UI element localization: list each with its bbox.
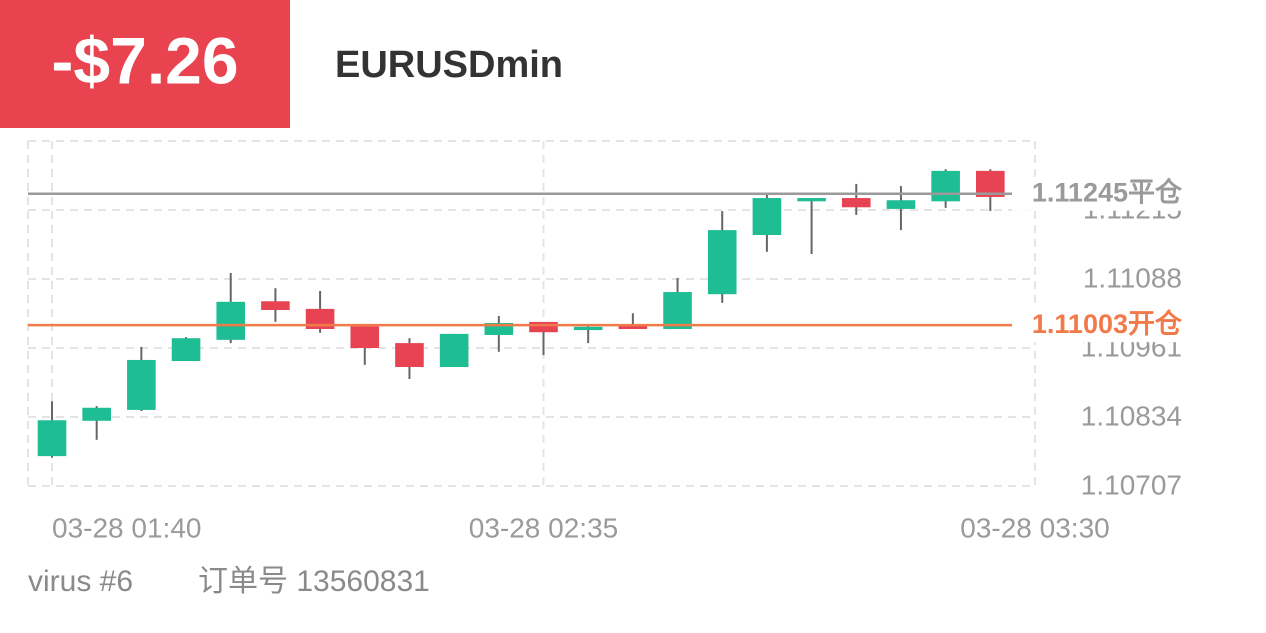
- price-label-text: 平仓: [1128, 178, 1183, 208]
- x-tick-label: 03-28 02:35: [469, 512, 618, 543]
- candle-body: [127, 359, 156, 410]
- candle-body: [797, 198, 826, 202]
- y-tick-label: 1.11088: [1083, 262, 1182, 293]
- candle-body: [931, 170, 960, 202]
- candle-body: [752, 198, 782, 235]
- candle-body: [350, 326, 380, 348]
- price-label-text: 开仓: [1128, 309, 1183, 339]
- candle-body: [82, 407, 111, 421]
- price-label-bg: [1012, 308, 1184, 343]
- account: virus #6: [28, 565, 133, 598]
- order-number: 订单号 13560831: [198, 565, 430, 598]
- y-tick-label: 1.10707: [1081, 469, 1182, 500]
- x-tick-label: 03-28 01:40: [52, 512, 201, 543]
- candle-body: [841, 198, 871, 208]
- price-label: 1.11245平仓: [1032, 178, 1183, 208]
- candle-body: [707, 230, 737, 295]
- candle-body: [395, 343, 424, 368]
- candle-body: [529, 321, 558, 333]
- candle-body: [216, 301, 246, 340]
- candle-body: [663, 292, 692, 329]
- pnl: -$7.26: [51, 23, 238, 97]
- candle-body: [37, 420, 67, 457]
- price-label-bg: [1012, 176, 1184, 211]
- candle-body: [886, 200, 916, 209]
- pnl-badge: [0, 0, 290, 128]
- price-value: 1.11245: [1032, 178, 1128, 208]
- candle-body: [618, 325, 648, 329]
- candle-body: [573, 326, 603, 331]
- price-value: 1.11003: [1032, 309, 1128, 339]
- candle-body: [171, 338, 201, 362]
- price-label: 1.11003开仓: [1032, 309, 1183, 339]
- candle-body: [439, 333, 469, 368]
- candle-body: [261, 301, 290, 310]
- y-tick-label: 1.10834: [1081, 400, 1182, 431]
- candle-body: [484, 323, 514, 335]
- symbol: EURUSDmin: [335, 44, 563, 86]
- x-tick-label: 03-28 03:30: [960, 512, 1109, 543]
